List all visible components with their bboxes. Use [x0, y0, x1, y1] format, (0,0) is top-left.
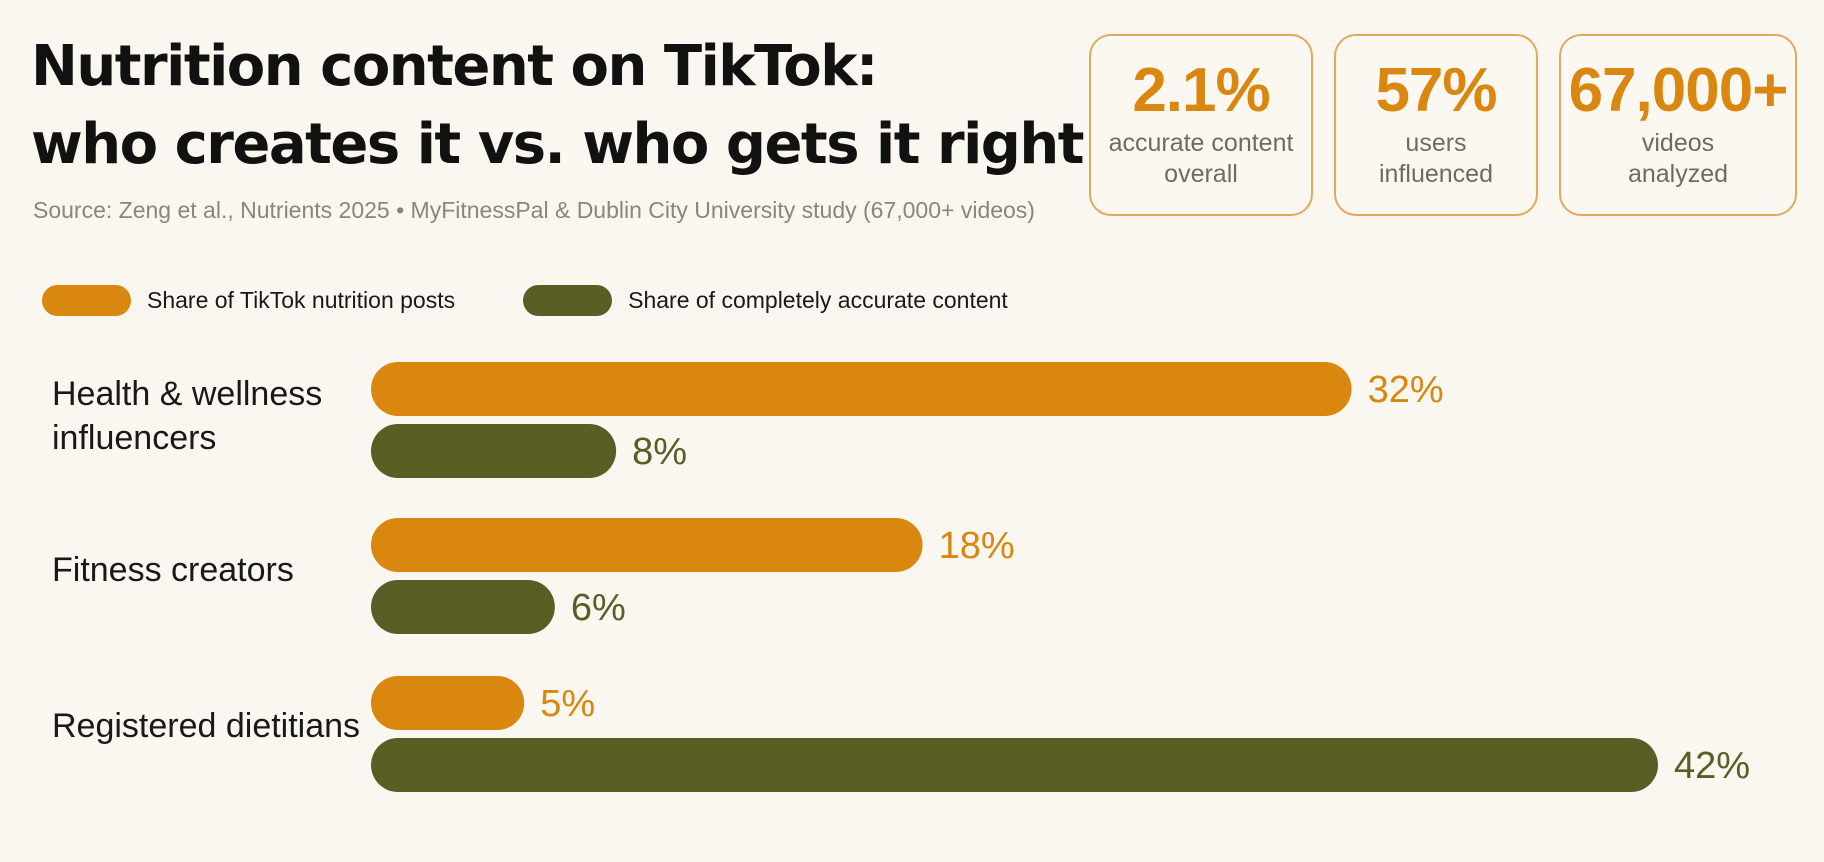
chart-legend: Share of TikTok nutrition posts Share of…	[42, 283, 1076, 317]
category-label-line: Fitness creators	[52, 551, 294, 589]
value-label: 5%	[540, 683, 595, 725]
bar-posts	[371, 362, 1352, 416]
bar-accurate	[371, 424, 617, 478]
value-label: 42%	[1674, 745, 1750, 787]
value-label: 6%	[571, 587, 626, 629]
bar-posts	[371, 518, 923, 572]
category-label-line: Health & wellness	[52, 375, 322, 413]
legend-item-accurate: Share of completely accurate content	[523, 284, 1008, 316]
legend-swatch-accurate	[523, 284, 613, 316]
value-label: 32%	[1368, 369, 1444, 411]
source-note: Source: Zeng et al., Nutrients 2025 • My…	[33, 197, 1035, 223]
legend-swatch-posts	[42, 284, 131, 316]
stat-label-line-1: accurate content	[1108, 129, 1294, 157]
bar-posts	[371, 676, 525, 730]
stat-card-videos: 67,000+ videos analyzed	[1559, 34, 1797, 216]
stat-label-line-1: users	[1405, 129, 1467, 157]
value-label: 8%	[632, 431, 687, 473]
stat-value: 57%	[1375, 56, 1497, 125]
stat-label-line-2: influenced	[1379, 160, 1493, 188]
value-label: 18%	[939, 525, 1015, 567]
title-line-1: Nutrition content on TikTok:	[31, 34, 878, 99]
stat-label-line-1: videos	[1641, 129, 1715, 157]
stat-label-line-2: analyzed	[1627, 160, 1729, 188]
stat-card-accurate: 2.1% accurate content overall	[1089, 34, 1313, 216]
category-label-line: Registered dietitians	[52, 707, 360, 745]
bar-accurate	[371, 738, 1658, 792]
legend-item-posts: Share of TikTok nutrition posts	[42, 284, 456, 316]
category-label: Health & wellness influencers	[52, 375, 322, 457]
category-label: Registered dietitians	[52, 707, 360, 745]
stat-label-line-2: overall	[1164, 160, 1238, 188]
bar-accurate	[371, 580, 555, 634]
legend-label-accurate: Share of completely accurate content	[628, 286, 1008, 313]
category-label-line: influencers	[52, 419, 216, 457]
stat-value: 2.1%	[1132, 56, 1270, 125]
legend-label-posts: Share of TikTok nutrition posts	[147, 286, 456, 313]
stat-value: 67,000+	[1568, 56, 1789, 125]
stat-card-users: 57% users influenced	[1334, 34, 1538, 216]
title-line-2: who creates it vs. who gets it right	[31, 112, 1085, 177]
category-label: Fitness creators	[52, 551, 294, 589]
page-title: Nutrition content on TikTok: who creates…	[31, 28, 1085, 184]
